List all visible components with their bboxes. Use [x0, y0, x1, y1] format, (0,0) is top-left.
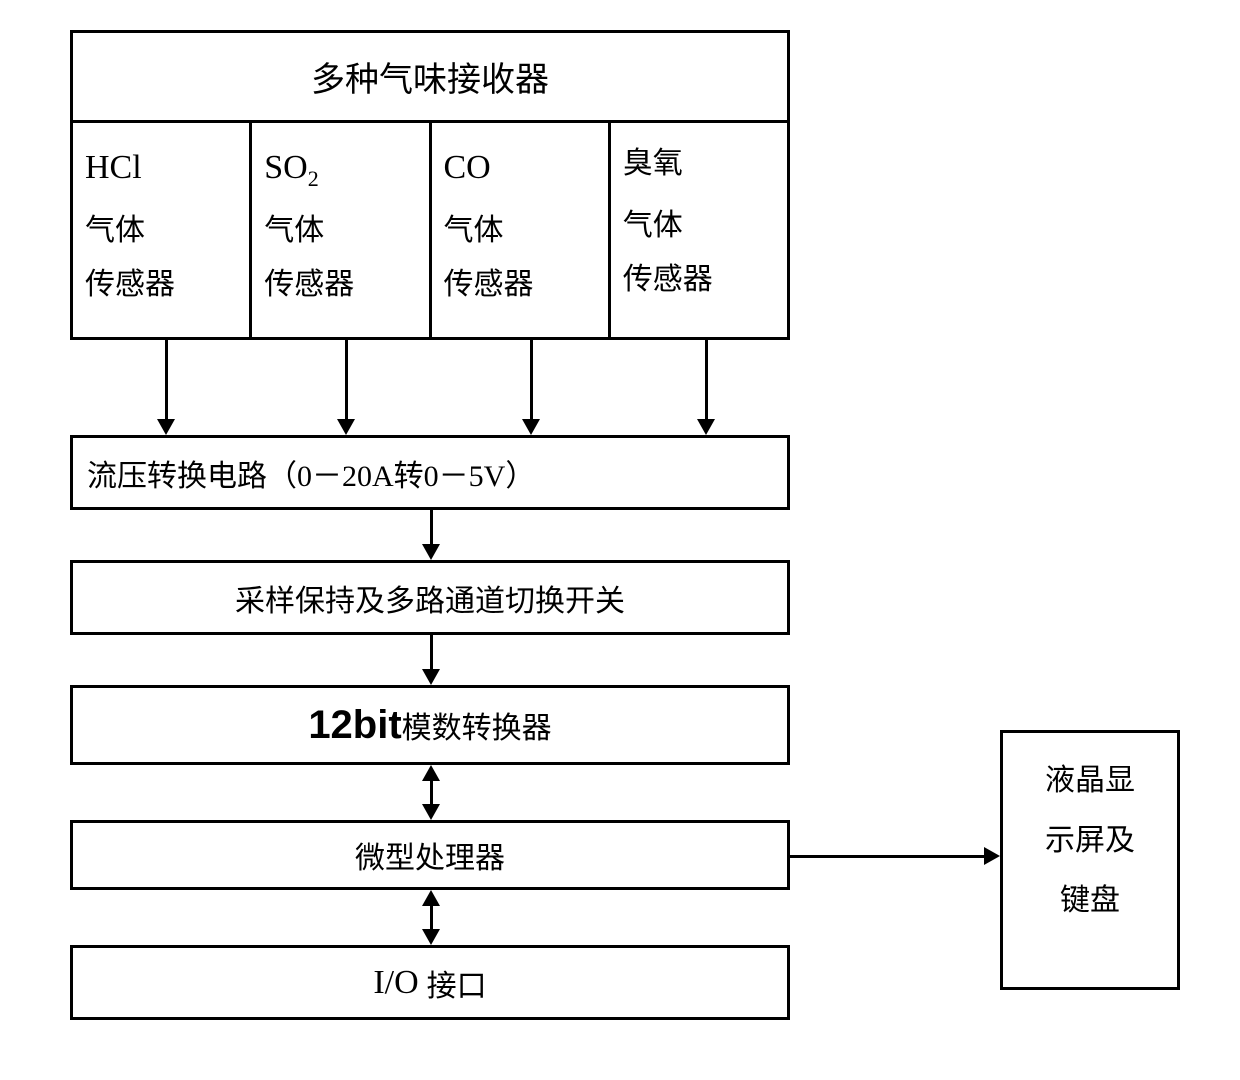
sensor-ozone: 臭氧 气体 传感器: [611, 120, 790, 340]
adc-big: 12bit: [308, 703, 401, 748]
sensor-label-line2: 传感器: [85, 258, 237, 312]
receiver-title: 多种气味接收器: [311, 52, 549, 101]
sensor-formula: HCl: [85, 137, 237, 198]
io-label-en: I/O: [373, 964, 418, 1002]
sensor-formula: 臭氧: [623, 137, 775, 193]
receiver-header-box: 多种气味接收器: [70, 30, 790, 120]
adc-box: 12bit模数转换器: [70, 685, 790, 765]
io-box: I/O 接口: [70, 945, 790, 1020]
conversion-box: 流压转换电路（0－20A转0－5V）: [70, 435, 790, 510]
sensor-label-line2: 传感器: [444, 258, 596, 312]
sensor-label-line2: 传感器: [264, 258, 416, 312]
sensor-formula: CO: [444, 137, 596, 198]
lcd-line1: 液晶显: [1045, 751, 1135, 811]
sampling-box: 采样保持及多路通道切换开关: [70, 560, 790, 635]
conversion-label: 流压转换电路（0－20A转0－5V）: [87, 451, 535, 495]
lcd-box: 液晶显 示屏及 键盘: [1000, 730, 1180, 990]
lcd-line3: 键盘: [1060, 871, 1120, 931]
adc-label: 模数转换器: [402, 703, 552, 747]
sensor-label-line1: 气体: [85, 204, 237, 258]
sensor-hcl: HCl 气体 传感器: [70, 120, 252, 340]
sensor-label-line1: 气体: [623, 199, 775, 253]
mcu-box: 微型处理器: [70, 820, 790, 890]
sensor-co: CO 气体 传感器: [432, 120, 611, 340]
sensor-so2: SO2 气体 传感器: [252, 120, 431, 340]
mcu-label: 微型处理器: [355, 833, 505, 877]
lcd-line2: 示屏及: [1045, 811, 1135, 871]
sensor-label-line2: 传感器: [623, 253, 775, 307]
io-label-cn: 接口: [427, 961, 487, 1005]
sensor-label-line1: 气体: [444, 204, 596, 258]
sampling-label: 采样保持及多路通道切换开关: [235, 576, 625, 620]
sensor-row: HCl 气体 传感器 SO2 气体 传感器 CO 气体 传感器 臭氧 气体 传感…: [70, 120, 790, 340]
flowchart-diagram: 多种气味接收器 HCl 气体 传感器 SO2 气体 传感器 CO 气体 传感器: [40, 30, 1200, 1050]
sensor-label-line1: 气体: [264, 204, 416, 258]
sensor-formula: SO2: [264, 137, 416, 198]
